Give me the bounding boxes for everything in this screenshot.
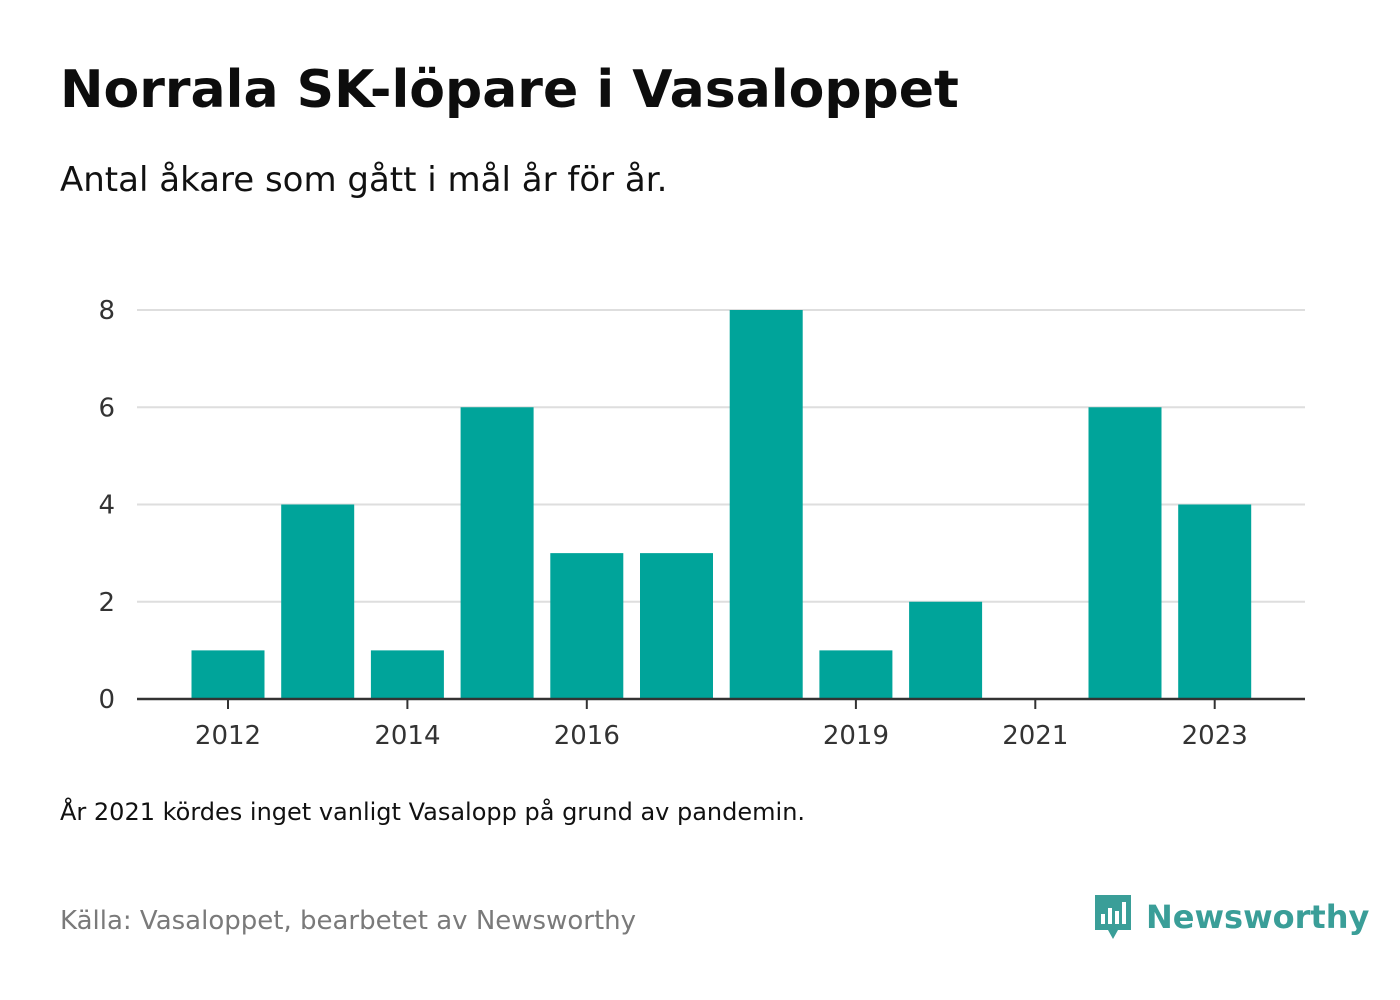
y-tick-label: 8 — [98, 296, 115, 326]
x-tick-label: 2012 — [195, 721, 261, 751]
bar-2019[interactable] — [819, 650, 893, 699]
x-tick-label: 2021 — [1002, 721, 1068, 751]
bar-2022[interactable] — [1088, 407, 1162, 699]
y-tick-label: 0 — [98, 685, 115, 715]
bar-2018[interactable] — [729, 310, 803, 699]
bar-2012[interactable] — [191, 650, 265, 699]
newsworthy-logo-icon — [1095, 895, 1131, 939]
y-tick-label: 6 — [98, 393, 115, 423]
x-tick-label: 2023 — [1182, 721, 1248, 751]
bar-2014[interactable] — [370, 650, 444, 699]
y-tick-label: 4 — [98, 491, 115, 521]
x-tick-label: 2016 — [554, 721, 620, 751]
x-tick-label: 2019 — [823, 721, 889, 751]
bar-2016[interactable] — [550, 553, 624, 699]
bar-2020[interactable] — [909, 601, 983, 699]
y-tick-label: 2 — [98, 588, 115, 618]
chart-note: År 2021 kördes inget vanligt Vasalopp på… — [60, 798, 806, 826]
chart-subtitle: Antal åkare som gått i mål år för år. — [60, 160, 668, 200]
brand-name: Newsworthy — [1146, 898, 1370, 936]
bar-2023[interactable] — [1178, 504, 1252, 700]
x-tick-label: 2014 — [374, 721, 440, 751]
source-credit: Källa: Vasaloppet, bearbetet av Newswort… — [60, 906, 636, 936]
axes: 0 2 4 6 8 2012 2014 2016 2019 2021 2023 — [98, 296, 1305, 751]
chart-title: Norrala SK-löpare i Vasaloppet — [60, 60, 959, 120]
bar-chart: 0 2 4 6 8 2012 2014 2016 2019 2021 2023 — [98, 296, 1305, 751]
bar-2013[interactable] — [281, 504, 355, 700]
bars — [191, 310, 1252, 700]
newsworthy-brand[interactable]: Newsworthy — [1092, 892, 1369, 942]
bar-2017[interactable] — [640, 553, 713, 699]
bar-2015[interactable] — [460, 407, 534, 699]
